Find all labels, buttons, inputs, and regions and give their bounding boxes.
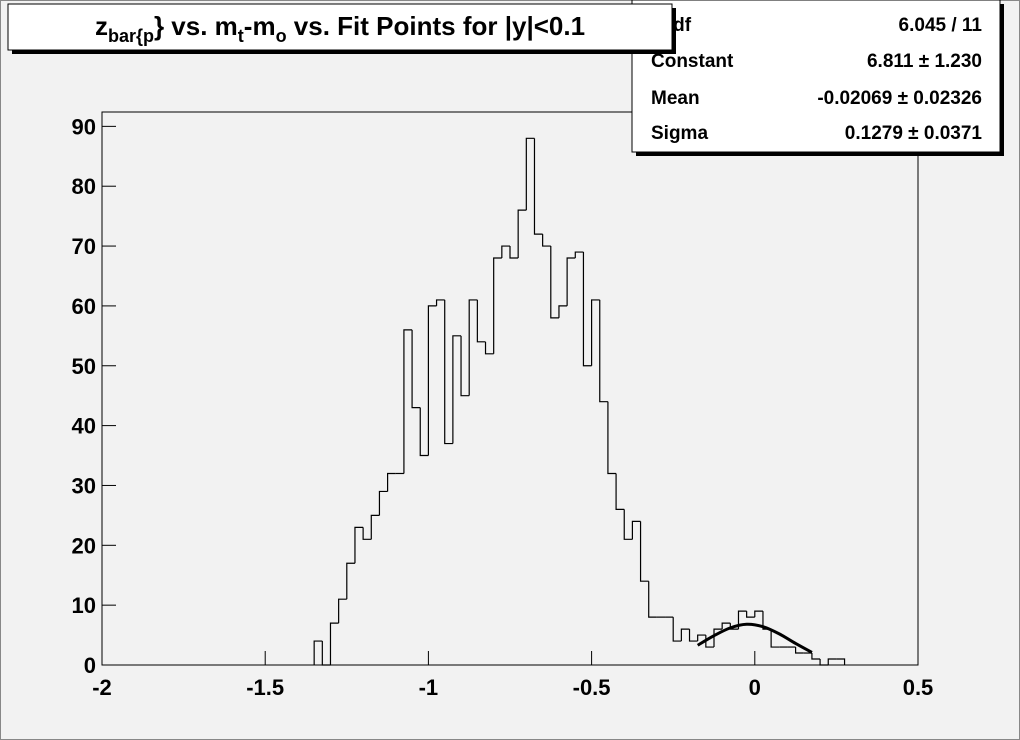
histogram-bin	[770, 629, 780, 648]
histogram-bin	[387, 472, 396, 492]
stat-value: 6.811 ± 1.230	[867, 51, 982, 72]
stat-label: Constant	[651, 51, 734, 72]
histogram-bin	[362, 527, 372, 540]
stat-label: Sigma	[651, 123, 708, 144]
histogram-bin	[476, 299, 486, 343]
x-tick-label: -1	[419, 675, 439, 700]
title-text: } vs. m	[154, 11, 238, 41]
histogram-bin	[582, 252, 592, 367]
histogram-bin	[713, 628, 723, 648]
histogram-bin	[558, 305, 568, 318]
histogram-bin	[427, 305, 437, 456]
histogram-bin	[338, 598, 347, 624]
histogram-bin	[501, 245, 510, 259]
y-tick-label: 10	[72, 593, 96, 618]
histogram-bin	[550, 246, 559, 319]
histogram-bin	[639, 521, 649, 582]
y-tick-label: 70	[72, 234, 96, 259]
histogram-bin	[509, 246, 519, 259]
histogram-bin	[566, 257, 576, 306]
stat-label: Mean	[651, 88, 700, 109]
histogram-bin	[435, 299, 445, 306]
y-tick-label: 90	[72, 114, 96, 139]
x-tick-label: -0.5	[573, 675, 611, 700]
histogram-bin	[484, 341, 494, 355]
y-tick-label: 80	[72, 174, 96, 199]
histogram-bin	[680, 628, 690, 642]
title-text: -m	[244, 11, 276, 41]
plot: 0 10 20 30 40 50 60 70 80 90 -2 -1.5 -1 -0.5 0 0.5	[72, 114, 934, 700]
x-tick-label: 0	[749, 675, 761, 700]
x-tick-label: -1.5	[246, 675, 284, 700]
histogram-bin	[517, 209, 527, 259]
histogram-bin	[599, 299, 608, 403]
fit-curve	[696, 622, 813, 654]
histogram-bin	[615, 473, 625, 510]
title-subscript: o	[276, 26, 287, 46]
histogram-bin	[452, 335, 462, 444]
histogram-bin	[329, 622, 339, 665]
histogram-bin	[811, 653, 821, 660]
histogram-bin	[631, 520, 641, 540]
histogram-bin	[533, 138, 543, 235]
histogram-bin	[525, 137, 535, 211]
histogram-bin	[419, 407, 429, 457]
title-subscript: t	[238, 26, 244, 46]
histogram-bin	[403, 329, 413, 474]
histogram-bin	[313, 640, 323, 665]
histogram-bin	[607, 401, 617, 475]
x-tick-label: 0.5	[903, 675, 934, 700]
histogram-bin	[591, 299, 600, 366]
title-panel	[7, 3, 673, 51]
histogram-bin	[688, 629, 698, 642]
stats-panel	[631, 0, 1001, 153]
histogram-bin	[623, 509, 633, 540]
histogram-bin	[672, 617, 682, 642]
stat-value: 6.045 / 11	[899, 15, 983, 36]
histogram-bin	[827, 658, 837, 665]
histogram-bin	[746, 611, 755, 618]
histogram-bin	[697, 634, 706, 642]
title-text: z	[95, 11, 108, 41]
histogram-bin	[542, 234, 551, 247]
histogram-bin	[819, 659, 829, 666]
title-box: zbar{p} vs. mt-mo vs. Fit Points for |y|…	[7, 3, 676, 54]
histogram-bin	[444, 299, 453, 445]
histogram-bin	[574, 251, 584, 259]
histogram-bin	[648, 581, 657, 618]
histogram-bin	[721, 622, 731, 630]
histogram-bin	[468, 299, 478, 396]
histogram-bin	[795, 647, 804, 654]
y-tick-label: 40	[72, 414, 96, 439]
histogram-bin	[493, 257, 502, 354]
x-tick-label: -2	[92, 675, 112, 700]
histogram-bin	[737, 610, 747, 630]
y-tick-label: 60	[72, 294, 96, 319]
y-tick-label: 50	[72, 354, 96, 379]
y-tick-label: 20	[72, 533, 96, 558]
histogram-bin	[460, 335, 470, 397]
y-tick-label: 30	[72, 473, 96, 498]
frame	[101, 111, 919, 666]
stat-value: -0.02069 ± 0.02326	[817, 88, 982, 109]
title-subscript: bar{p	[108, 26, 154, 46]
stat-value: 0.1279 ± 0.0371	[845, 123, 983, 144]
title-text: vs. Fit Points for |y|<0.1	[287, 11, 585, 41]
histogram-bin	[836, 658, 846, 665]
histogram-bin	[354, 526, 364, 564]
histogram-bin	[346, 562, 355, 600]
histogram-bin	[754, 610, 763, 618]
histogram-bin	[378, 490, 388, 516]
chart-title: zbar{p} vs. mt-mo vs. Fit Points for |y|…	[95, 11, 585, 46]
histogram-bin	[370, 514, 380, 540]
histogram-bin	[321, 641, 331, 666]
histogram-bin	[411, 329, 421, 409]
y-tick-label: 0	[84, 653, 96, 678]
